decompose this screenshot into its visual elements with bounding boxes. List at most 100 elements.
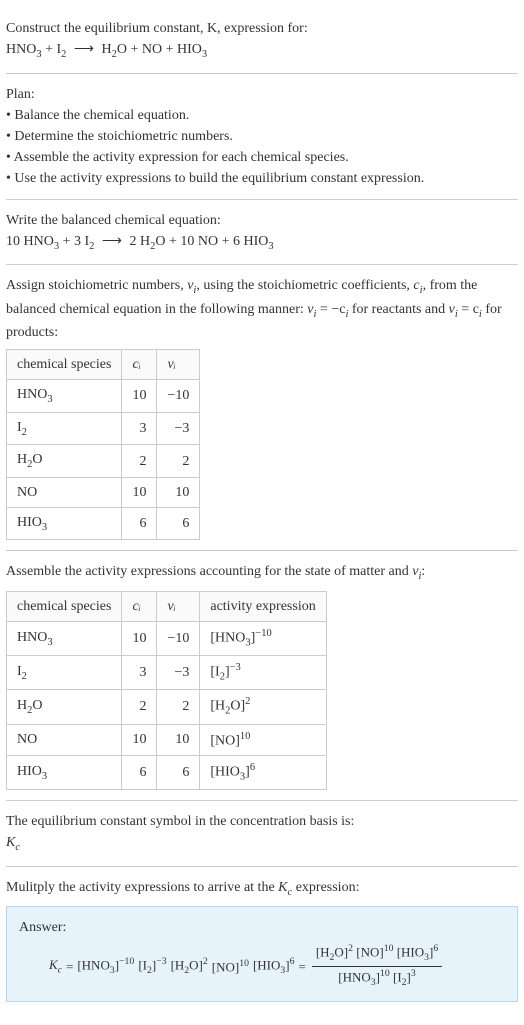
rel: = −c [316,302,345,317]
multiply-line: Mulitply the activity expressions to arr… [6,877,518,901]
sp-sub: 2 [22,427,27,438]
c-cell: 10 [122,477,157,507]
eq-text: + I [42,42,62,57]
ae: [NO] [210,733,240,748]
v-cell: 2 [157,690,200,724]
ae-sup: −3 [230,662,241,673]
v-cell: −10 [157,380,200,413]
table-row: H2O22 [7,445,200,478]
table-row: H2O22[H2O]2 [7,690,327,724]
balanced-section: Write the balanced chemical equation: 10… [6,200,518,266]
ae-sup: 10 [240,731,251,742]
v-cell: 10 [157,724,200,756]
c-cell: 10 [122,380,157,413]
v-cell: −3 [157,412,200,445]
eq-text: O + NO + HIO [117,42,202,57]
species-cell: HNO3 [7,621,122,655]
answer-box: Answer: Kc = [HNO3]−10 [I2]−3 [H2O]2 [NO… [6,906,518,1001]
ae: O] [230,699,245,714]
t-sup: −3 [156,956,166,967]
c-cell: 2 [122,445,157,478]
sp: H [17,698,27,713]
k: K [278,880,287,895]
c-cell: 2 [122,690,157,724]
eq-sub: 2 [89,240,94,251]
t-sup: 10 [239,958,249,969]
species-cell: I2 [7,412,122,445]
intro-text: for reactants and [348,302,448,317]
arrow-icon: ⟶ [74,39,94,60]
ae-cell: [HNO3]−10 [200,621,326,655]
mult-text: expression: [292,880,359,895]
c-cell: 3 [122,412,157,445]
stoich-table: chemical species cᵢ νᵢ HNO310−10 I23−3 H… [6,349,200,540]
colon: : [421,564,425,579]
species-cell: HIO3 [7,756,122,790]
v-cell: 6 [157,507,200,540]
species-cell: I2 [7,656,122,690]
t-sup: 3 [411,968,416,979]
v-cell: −3 [157,656,200,690]
intro-text: Assign stoichiometric numbers, [6,278,187,293]
t-sup: 2 [348,943,353,954]
col-header: cᵢ [122,350,157,380]
header-line1: Construct the equilibrium constant, K, e… [6,18,518,39]
table-row: NO1010 [7,477,200,507]
k: K [6,835,15,850]
col-header: cᵢ [122,591,157,621]
eq-sub: 3 [268,240,273,251]
t-sup: 2 [203,956,208,967]
species-cell: H2O [7,445,122,478]
t: [HNO [77,957,110,972]
c-cell: 3 [122,656,157,690]
balanced-equation: 10 HNO3 + 3 I2 ⟶ 2 H2O + 10 NO + 6 HIO3 [6,231,518,255]
col-header: νᵢ [157,350,200,380]
plan-item: • Balance the chemical equation. [6,105,518,126]
k: K [49,957,58,972]
plan-item: • Assemble the activity expression for e… [6,147,518,168]
ae-sup: 2 [245,696,250,707]
mult-text: Mulitply the activity expressions to arr… [6,880,278,895]
symbol-line: The equilibrium constant symbol in the c… [6,811,518,832]
table-row: NO1010[NO]10 [7,724,327,756]
header-equation: HNO3 + I2 ⟶ H2O + NO + HIO3 [6,39,518,63]
ae: [I [210,665,219,680]
answer-label: Answer: [19,917,505,938]
k-sub: c [15,842,20,853]
activity-table: chemical species cᵢ νᵢ activity expressi… [6,591,327,790]
table-row: HNO310−10[HNO3]−10 [7,621,327,655]
sp-sub: 2 [22,671,27,682]
activity-section: Assemble the activity expressions accoun… [6,551,518,801]
sp-sub: 3 [47,394,52,405]
t: [HIO [253,957,280,972]
kc: Kc [49,955,62,978]
col-header: activity expression [200,591,326,621]
frac-denominator: [HNO3]10 [I2]3 [334,967,419,991]
t: [I [138,957,147,972]
symbol-section: The equilibrium constant symbol in the c… [6,801,518,867]
species-cell: HIO3 [7,507,122,540]
multiply-section: Mulitply the activity expressions to arr… [6,867,518,1012]
plan-section: Plan: • Balance the chemical equation. •… [6,74,518,200]
eq-text: H [101,42,111,57]
plan-title: Plan: [6,84,518,105]
t-sup: 10 [384,943,394,954]
rel: = c [458,302,479,317]
c-cell: 10 [122,621,157,655]
ae: [HIO [210,765,240,780]
activity-intro: Assemble the activity expressions accoun… [6,561,518,585]
header-section: Construct the equilibrium constant, K, e… [6,8,518,74]
t: [I [393,969,402,984]
term: [HIO3]6 [253,955,295,979]
t: O] [334,945,348,960]
t: [H [316,945,330,960]
species-cell: NO [7,724,122,756]
sp-sub: 3 [47,637,52,648]
sp: HIO [17,515,42,530]
sp-sub: 3 [42,522,47,533]
ae: [HNO [210,631,245,646]
eq-text: 2 H [129,234,150,249]
t: [HIO [397,945,424,960]
frac-numerator: [H2O]2 [NO]10 [HIO3]6 [312,942,442,967]
stoich-intro: Assign stoichiometric numbers, νi, using… [6,275,518,343]
